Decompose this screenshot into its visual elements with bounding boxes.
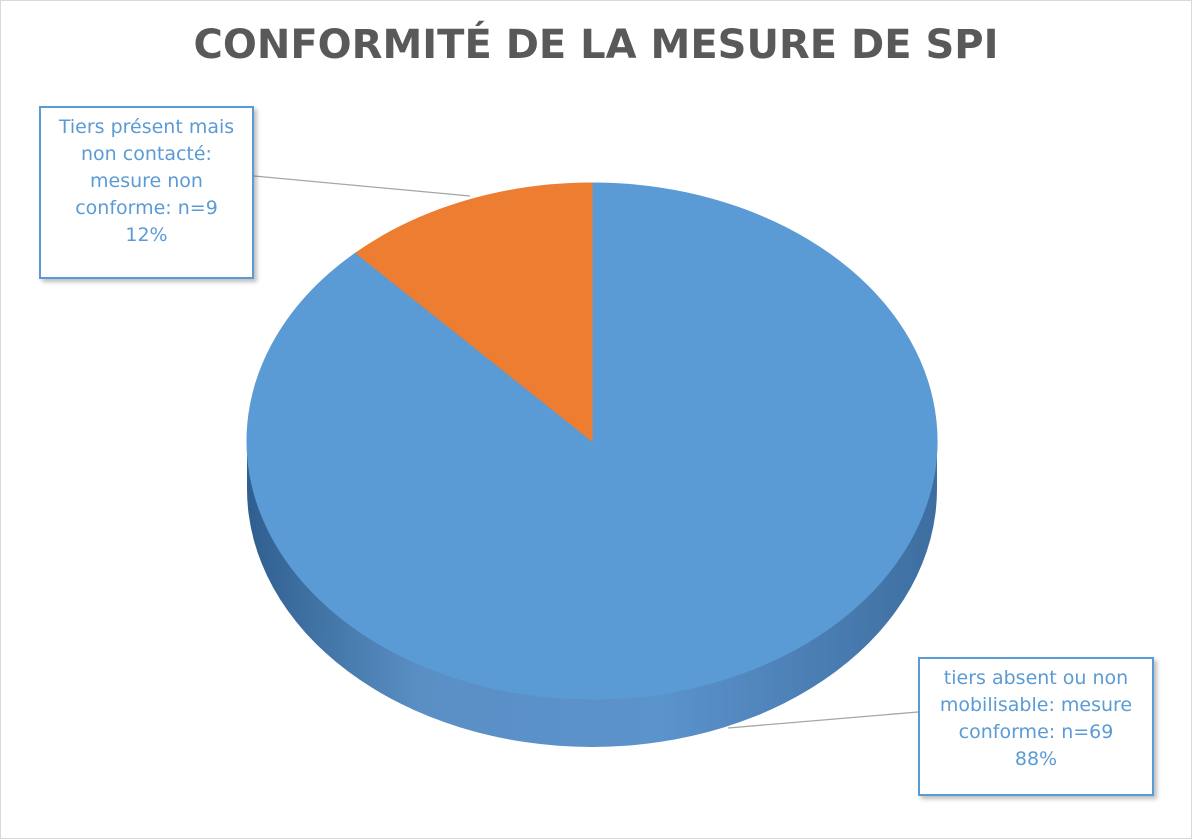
chart-title: CONFORMITÉ DE LA MESURE DE SPI (193, 22, 999, 68)
data-label: tiers absent ou non mobilisable: mesure … (918, 657, 1154, 796)
data-label-value: 12% (125, 224, 168, 246)
data-label-category: Tiers présent mais non contacté: mesure … (58, 116, 235, 219)
pie-slice (354, 182, 593, 443)
leader-line (727, 711, 919, 729)
pie-side (247, 441, 937, 747)
data-label: Tiers présent mais non contacté: mesure … (39, 106, 254, 279)
data-label-category: tiers absent ou non mobilisable: mesure … (939, 667, 1133, 743)
data-label-value: 88% (1014, 748, 1058, 770)
leader-line (253, 175, 471, 197)
